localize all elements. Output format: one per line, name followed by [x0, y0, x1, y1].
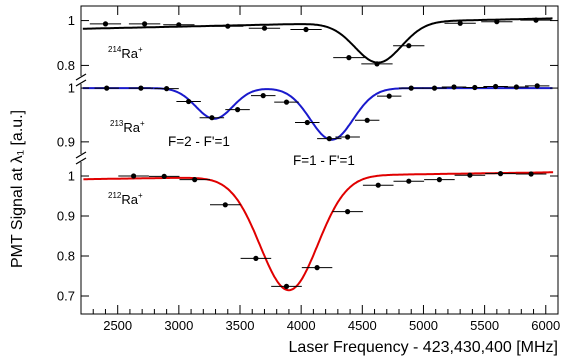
data-point-213-0 [104, 85, 110, 91]
data-point-213-17 [493, 83, 499, 90]
data-point-214-9 [457, 20, 463, 26]
data-point-214-1 [142, 21, 148, 27]
y-tick-label-214-1: 1 [68, 13, 75, 28]
panel-213-content: 0.91 [57, 81, 558, 149]
data-point-212-6 [314, 265, 320, 271]
data-point-213-9 [326, 136, 332, 142]
data-point-214-4 [261, 25, 268, 31]
data-point-213-11 [364, 117, 370, 123]
data-point-213-14 [431, 85, 438, 91]
iso-label-212: 212Ra+ [108, 191, 143, 207]
axis-break-gap-0 [78, 76, 84, 84]
y-tick-label-212-1: 0.8 [57, 249, 75, 264]
fit-curve-214 [82, 17, 553, 64]
y-tick-label-213-1: 1 [68, 81, 75, 96]
data-point-213-16 [472, 84, 478, 91]
data-point-214-11 [533, 17, 539, 23]
y-axis-breaks [75, 73, 87, 165]
data-point-213-6 [260, 93, 266, 99]
data-point-213-18 [513, 84, 520, 90]
axis-break-mark-1-1 [75, 157, 87, 165]
axis-break-mark-1-0 [75, 151, 87, 159]
x-axis-title: Laser Frequency - 423,430,400 [MHz] [289, 339, 558, 356]
fit-curve-213 [82, 87, 553, 141]
data-point-212-11 [467, 172, 473, 178]
data-point-214-6 [346, 55, 352, 61]
data-point-214-3 [225, 23, 231, 29]
data-point-212-13 [528, 171, 534, 177]
x-tick-label-0: 2500 [103, 318, 132, 333]
data-point-213-8 [304, 119, 310, 126]
data-point-213-1 [138, 85, 144, 91]
data-point-213-7 [283, 99, 290, 105]
data-point-213-5 [235, 107, 241, 113]
data-point-212-10 [436, 177, 442, 183]
data-point-214-5 [303, 26, 309, 33]
panel-214-content: 0.81 [57, 13, 558, 73]
panel-212-content: 0.7 0.8 0.9 1 [57, 169, 558, 304]
data-point-213-4 [209, 115, 215, 121]
y-tick-label-213-0: 0.9 [57, 134, 75, 149]
data-point-212-2 [192, 177, 198, 183]
y-tick-label-212-2: 0.9 [57, 209, 75, 224]
x-tick-label-2: 3500 [226, 318, 255, 333]
data-point-212-3 [222, 202, 228, 208]
data-point-212-4 [253, 255, 259, 261]
y-tick-label-212-0: 0.7 [57, 289, 75, 304]
y-tick-label-214-0: 0.8 [57, 58, 75, 73]
iso-label-213: 213Ra+ [110, 119, 145, 135]
data-point-213-10 [345, 134, 351, 140]
y-axis-title: PMT Signal at λ₁ [a.u.] [9, 110, 26, 268]
iso-label-214: 214Ra+ [108, 45, 143, 61]
fit-curve-212 [83, 171, 554, 292]
x-axis: 2500 3000 3500 4000 4500 5000 5500 6000 [92, 6, 560, 333]
data-point-214-7 [374, 61, 380, 67]
data-point-212-9 [406, 178, 412, 184]
annotation-f2-f1: F=2 - F'=1 [168, 134, 230, 149]
x-tick-label-6: 5500 [470, 318, 499, 333]
data-point-214-2 [176, 22, 182, 28]
data-point-213-15 [451, 84, 457, 90]
data-point-212-8 [375, 182, 381, 188]
data-point-213-3 [186, 98, 192, 105]
axis-break-mark-0-0 [75, 73, 87, 81]
data-point-212-5 [283, 283, 290, 289]
annotation-f1-f1: F=1 - F'=1 [293, 153, 355, 168]
x-tick-label-1: 3000 [164, 318, 193, 333]
data-point-213-2 [164, 86, 170, 92]
y-tick-label-212-3: 1 [68, 169, 75, 184]
data-point-212-12 [497, 171, 504, 177]
axis-break-mark-0-1 [75, 79, 87, 87]
x-tick-label-4: 4500 [348, 318, 377, 333]
data-point-214-8 [406, 43, 412, 49]
data-point-212-1 [161, 173, 167, 179]
data-point-214-0 [102, 21, 109, 27]
x-tick-label-5: 5000 [409, 318, 438, 333]
x-tick-label-3: 4000 [287, 318, 316, 333]
axis-break-gap-1 [78, 154, 84, 162]
data-point-213-12 [386, 93, 392, 99]
data-point-213-19 [534, 83, 540, 89]
data-point-212-7 [345, 209, 351, 215]
x-tick-label-7: 6000 [531, 318, 560, 333]
data-point-214-10 [494, 19, 500, 25]
data-point-213-13 [408, 85, 414, 91]
data-point-212-0 [131, 173, 137, 179]
